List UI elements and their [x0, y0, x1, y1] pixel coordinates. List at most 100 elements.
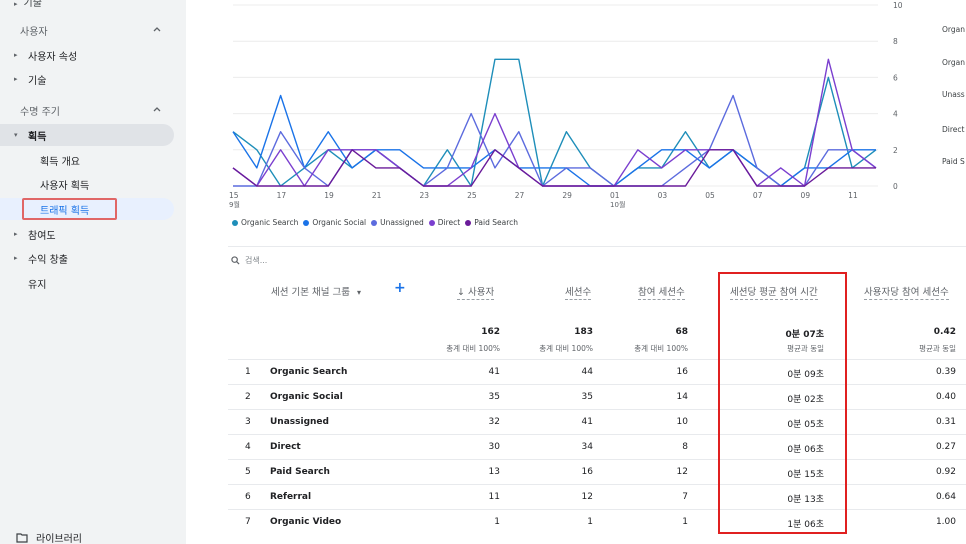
- table-row[interactable]: 6 Referral 11 12 7 0분 13초 0.64: [228, 484, 966, 509]
- series-line-unassigned[interactable]: [233, 94, 877, 187]
- row-users: 13: [488, 467, 500, 477]
- column-header-engaged-sessions[interactable]: 참여 세션수: [638, 284, 685, 300]
- legend-label: Unassigned: [380, 218, 424, 227]
- table-search[interactable]: 검색...: [231, 255, 267, 266]
- sidebar-item-retention[interactable]: 유지: [28, 279, 47, 291]
- row-engaged: 12: [676, 467, 688, 477]
- row-per-user: 0.27: [935, 442, 956, 452]
- table-row[interactable]: 4 Direct 30 34 8 0분 06초 0.27: [228, 434, 966, 459]
- row-per-user: 1.00: [935, 517, 956, 527]
- legend-item[interactable]: Unassigned: [371, 218, 424, 227]
- row-sessions: 1: [587, 517, 593, 527]
- column-header-avg-engagement-time[interactable]: 세션당 평균 참여 시간: [730, 284, 818, 300]
- row-engaged: 16: [676, 367, 688, 377]
- row-engaged: 14: [676, 392, 688, 402]
- row-per-user: 0.92: [935, 467, 956, 477]
- y-tick-label: 2: [893, 146, 898, 155]
- row-users: 41: [488, 367, 500, 377]
- row-engaged: 1: [682, 517, 688, 527]
- table-row[interactable]: 3 Unassigned 32 41 10 0분 05초 0.31: [228, 409, 966, 434]
- highlight-box-traffic: [22, 198, 117, 220]
- legend-item[interactable]: Direct: [428, 218, 461, 227]
- row-per-user: 0.31: [935, 417, 956, 427]
- y-tick-label: 10: [893, 1, 903, 10]
- total-sessions: 183: [574, 327, 593, 337]
- sidebar-section-lifecycle[interactable]: 수명 주기: [8, 99, 174, 121]
- column-header-sessions[interactable]: 세션수: [565, 284, 592, 300]
- sidebar-item-acquisition[interactable]: ▾ 획득: [0, 124, 174, 146]
- x-tick-sublabel: 10월: [610, 200, 625, 209]
- sidebar-item-acquisition-overview[interactable]: 획득 개요: [40, 156, 80, 168]
- sidebar-item-monetization[interactable]: ▸ 수익 창출: [14, 254, 68, 266]
- row-avg-time: 0분 13초: [787, 495, 824, 505]
- x-tick-label: 03: [658, 191, 668, 200]
- sidebar-item-user-acquisition[interactable]: 사용자 획득: [40, 180, 90, 192]
- legend-dot-icon: [465, 219, 472, 226]
- sidebar-item-traffic-acquisition[interactable]: 트래픽 획득: [0, 198, 174, 220]
- x-tick-label: 11: [848, 191, 858, 200]
- sidebar-section-user[interactable]: 사용자: [8, 19, 174, 41]
- sidebar-cut-item[interactable]: ▸ 기술: [14, 0, 42, 9]
- row-avg-time: 0분 05초: [787, 420, 824, 430]
- row-index: 4: [245, 442, 251, 452]
- row-per-user: 0.39: [935, 367, 956, 377]
- x-tick-label: 15: [229, 191, 239, 200]
- row-sessions: 44: [581, 367, 593, 377]
- x-tick-label: 05: [705, 191, 715, 200]
- row-avg-time: 0분 06초: [787, 445, 824, 455]
- dimension-header[interactable]: 세션 기본 채널 그룹 ▾: [271, 287, 362, 298]
- legend-dot-icon: [232, 219, 238, 226]
- row-channel-name: Organic Video: [270, 517, 342, 527]
- row-avg-time: 0분 15초: [787, 470, 824, 480]
- total-avg-time-sub: 평균과 동일: [787, 344, 824, 353]
- total-avg-time: 0분 07초: [785, 330, 824, 340]
- series-line-organic-search[interactable]: [232, 58, 877, 187]
- legend-item[interactable]: Organic Social: [303, 218, 366, 227]
- right-legend-label: Paid S: [942, 157, 965, 166]
- caret-down-icon: ▾: [14, 131, 18, 139]
- table-row[interactable]: 2 Organic Social 35 35 14 0분 02초 0.40: [228, 384, 966, 409]
- series-line-organic-social[interactable]: [232, 94, 876, 187]
- caret-right-icon: ▸: [14, 51, 18, 59]
- legend-label: Direct: [437, 218, 461, 227]
- legend-dot-icon: [428, 219, 435, 226]
- series-line-paid-search[interactable]: [232, 149, 876, 187]
- y-tick-label: 0: [893, 182, 898, 191]
- sidebar-item-engagement[interactable]: ▸ 참여도: [14, 230, 56, 242]
- column-header-engaged-per-user[interactable]: 사용자당 참여 세션수: [864, 284, 949, 300]
- row-engaged: 10: [676, 417, 688, 427]
- row-channel-name: Unassigned: [270, 417, 329, 427]
- row-avg-time: 0분 09초: [787, 370, 824, 380]
- legend-dot-icon: [303, 219, 310, 226]
- row-index: 2: [245, 392, 251, 402]
- chevron-up-icon: [153, 107, 161, 112]
- series-line-direct[interactable]: [232, 58, 877, 187]
- sidebar-item-tech[interactable]: ▸ 기술: [14, 75, 47, 87]
- row-avg-time: 0분 02초: [787, 395, 824, 405]
- row-sessions: 34: [581, 442, 593, 452]
- row-per-user: 0.40: [935, 392, 956, 402]
- total-users: 162: [481, 327, 500, 337]
- right-legend-label: Direct: [942, 125, 965, 134]
- total-sessions-sub: 총계 대비 100%: [539, 344, 593, 353]
- legend-item[interactable]: Paid Search: [465, 218, 518, 227]
- row-sessions: 41: [581, 417, 593, 427]
- add-dimension-button[interactable]: +: [394, 280, 406, 296]
- row-users: 1: [494, 517, 500, 527]
- table-row[interactable]: 5 Paid Search 13 16 12 0분 15초 0.92: [228, 459, 966, 484]
- table-row[interactable]: 1 Organic Search 41 44 16 0분 09초 0.39: [228, 359, 966, 384]
- legend-item[interactable]: Organic Search: [232, 218, 298, 227]
- caret-right-icon: ▸: [14, 230, 18, 238]
- x-tick-label: 29: [562, 191, 572, 200]
- sidebar-item-user-attributes[interactable]: ▸ 사용자 속성: [14, 51, 78, 63]
- row-channel-name: Organic Social: [270, 392, 343, 402]
- column-header-users[interactable]: ↓ 사용자: [457, 284, 495, 300]
- sort-desc-icon: ↓: [457, 287, 465, 298]
- library-link[interactable]: 라이브러리: [16, 530, 82, 544]
- row-sessions: 12: [581, 492, 593, 502]
- row-engaged: 8: [682, 442, 688, 452]
- row-users: 35: [488, 392, 500, 402]
- search-input[interactable]: 검색...: [245, 256, 268, 265]
- row-users: 30: [488, 442, 500, 452]
- table-row[interactable]: 7 Organic Video 1 1 1 1분 06초 1.00: [228, 509, 966, 534]
